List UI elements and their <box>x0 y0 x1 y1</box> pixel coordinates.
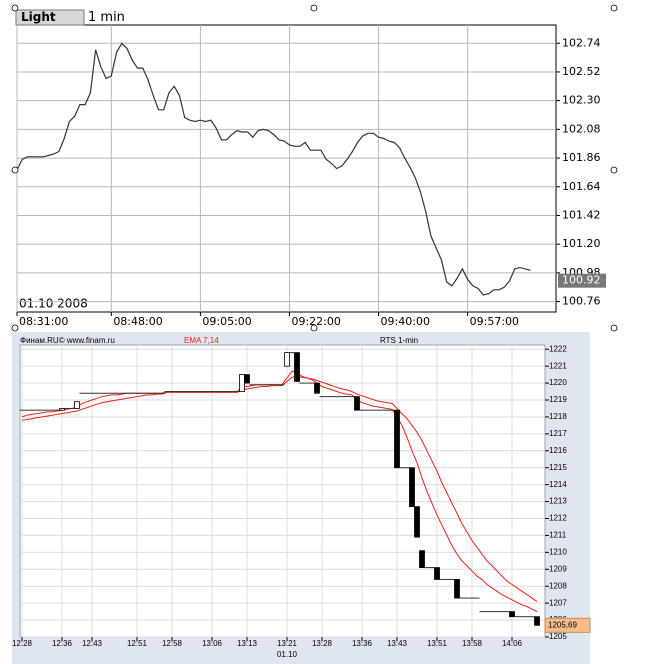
chart-title: RTS 1-min <box>380 336 418 345</box>
x-tick-label: 13:06 <box>202 639 223 648</box>
indicator: EMA 7,14 <box>184 336 219 345</box>
candle <box>354 396 360 411</box>
handle <box>11 324 19 332</box>
x-tick-label: 13:58 <box>462 639 483 648</box>
x-tick-label: 09:40:00 <box>381 315 430 328</box>
candle <box>509 611 515 618</box>
x-tick-label: 12:28 <box>12 639 33 648</box>
y-tick-label: 102.30 <box>562 94 601 107</box>
handle <box>310 324 318 332</box>
last-value-box <box>558 273 606 288</box>
x-tick-label: 12:58 <box>162 639 183 648</box>
y-tick-label: 101.20 <box>562 237 601 250</box>
date-label: 01.10 <box>277 650 298 659</box>
candle <box>414 506 420 538</box>
x-tick-label: 12:51 <box>127 639 148 648</box>
source: Финам.RU© www.finam.ru <box>20 336 115 345</box>
candle <box>434 567 440 580</box>
candle <box>454 579 460 599</box>
x-tick-label: 13:36 <box>352 639 373 648</box>
chart1: Light 1 min 01.10 2008 102.74 102.52 102.3… <box>15 9 606 328</box>
handles <box>11 4 618 332</box>
candle <box>394 409 400 469</box>
candle <box>409 467 415 508</box>
x-tick-label: 08:31:00 <box>19 315 68 328</box>
candle <box>314 382 320 394</box>
x-tick-label: 13:28 <box>312 639 333 648</box>
y-tick-label: 1208 <box>549 581 567 590</box>
handle <box>11 4 19 12</box>
candle <box>74 401 80 409</box>
y-tick-label: 1207 <box>549 598 567 607</box>
chart2-plot <box>19 344 546 638</box>
price-line <box>16 42 531 296</box>
y-tick-label: 1210 <box>549 547 567 556</box>
y-tick-label: 1209 <box>549 564 567 573</box>
x-tick-label: 08:48:00 <box>113 315 162 328</box>
y-tick-label: 101.64 <box>562 180 601 193</box>
x-tick-label: 13:43 <box>387 639 408 648</box>
interval: 1 min <box>88 10 125 25</box>
candle <box>59 408 65 411</box>
y-tick-label: 1217 <box>549 429 567 438</box>
handle <box>11 166 19 174</box>
candle <box>419 550 425 568</box>
y-tick-label: 1205 <box>549 632 567 641</box>
y-tick-label: 102.08 <box>562 122 601 135</box>
button[interactable] <box>15 9 85 26</box>
y-tick-label: 1222 <box>549 344 567 353</box>
y-tick-label: 1219 <box>549 395 567 404</box>
date-label: 01.10 2008 <box>19 297 88 311</box>
y-tick-label: 1212 <box>549 514 567 523</box>
candle <box>294 352 300 382</box>
x-tick-label: 13:21 <box>277 639 298 648</box>
ema-line <box>21 375 538 602</box>
last-value-label: 1205,69 <box>548 620 577 629</box>
x-tick-label: 09:05:00 <box>202 315 251 328</box>
candle <box>244 374 250 384</box>
handle <box>610 324 618 332</box>
y-tick-label: 1211 <box>549 531 567 540</box>
y-tick-label: 1215 <box>549 463 567 472</box>
candle <box>534 616 540 626</box>
x-tick-label: 12:36 <box>52 639 73 648</box>
y-tick-label: 100.76 <box>562 295 601 308</box>
chart2: Финам.RU© www.finam.ru EMA 7,14 RTS 1-mi… <box>12 336 591 659</box>
y-tick-label: 101.86 <box>562 151 601 164</box>
x-tick-label: 12:43 <box>82 639 103 648</box>
y-tick-label: 1213 <box>549 497 567 506</box>
y-tick-label: 101.42 <box>562 208 601 221</box>
candle <box>239 374 245 392</box>
y-tick-label: 1220 <box>549 378 567 387</box>
x-tick-label: 09:57:00 <box>470 315 519 328</box>
x-tick-label: 13:13 <box>237 639 258 648</box>
candle <box>284 352 290 367</box>
x-tick-label: 14:06 <box>502 639 523 648</box>
y-tick-label: 1221 <box>549 361 567 370</box>
last-value-label: 100.92 <box>562 274 601 287</box>
y-tick-label: 102.52 <box>562 65 601 78</box>
y-tick-label: 1216 <box>549 446 567 455</box>
button-label[interactable]: Light <box>21 10 56 24</box>
y-tick-label: 102.74 <box>562 36 601 49</box>
last-value-box <box>544 617 591 633</box>
y-tick-label: 1218 <box>549 412 567 421</box>
chart1-plot <box>16 24 557 313</box>
x-tick-label: 09:22:00 <box>291 315 340 328</box>
y-tick-label: 1214 <box>549 480 567 489</box>
x-tick-label: 13:51 <box>427 639 448 648</box>
handle <box>610 4 618 12</box>
handle <box>310 4 318 12</box>
handle <box>610 166 618 174</box>
